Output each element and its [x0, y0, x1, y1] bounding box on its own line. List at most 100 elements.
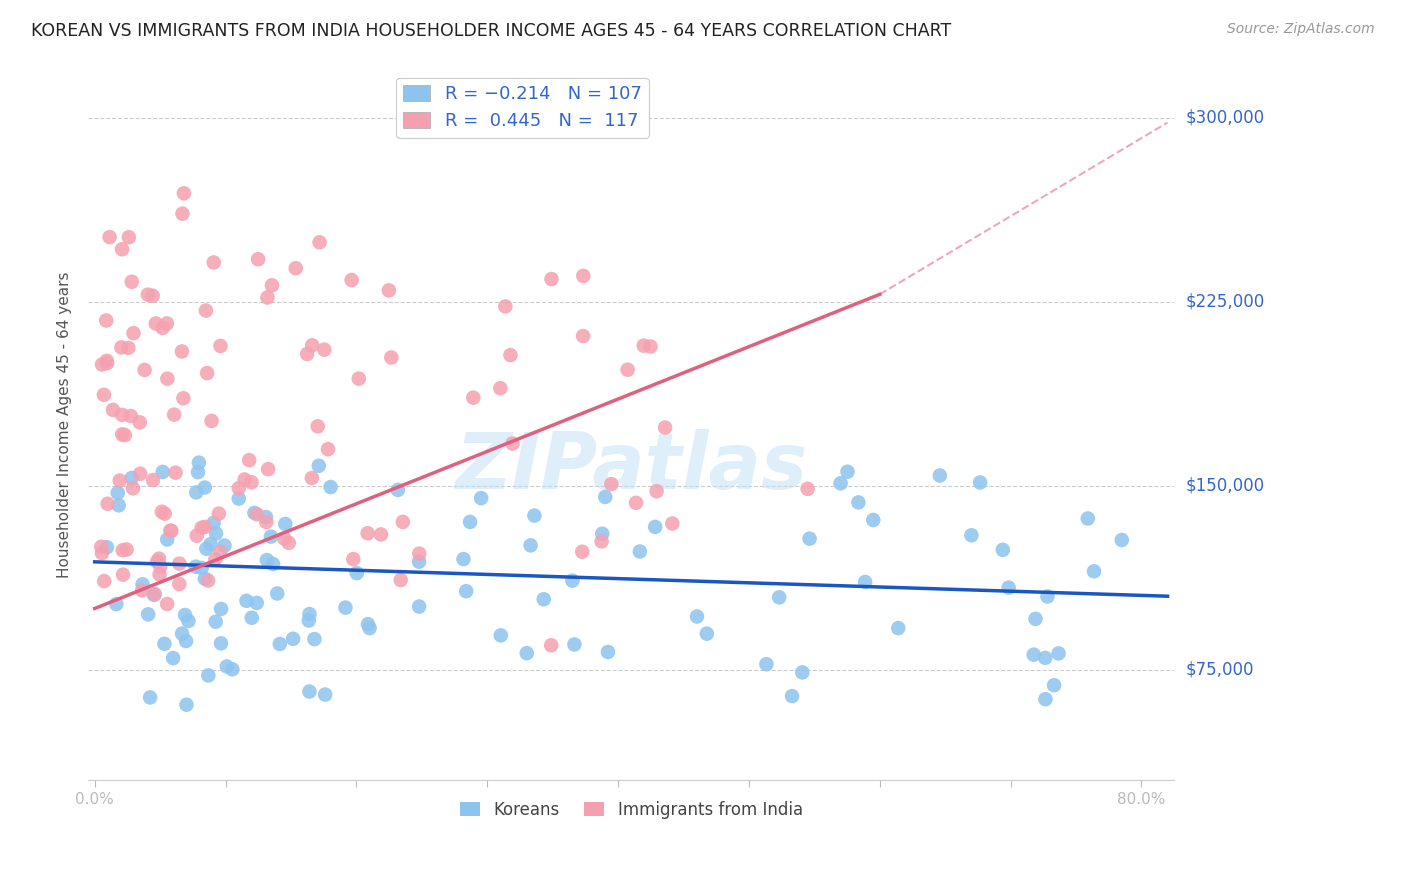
Point [96, 354, 118, 368]
Point [848, 495, 870, 509]
Point [408, 555, 430, 569]
Point [378, 284, 401, 298]
Point [357, 617, 380, 632]
Point [463, 391, 485, 405]
Point [214, 539, 236, 553]
Point [197, 574, 219, 588]
Point [314, 343, 336, 357]
Point [120, 409, 142, 423]
Point [170, 626, 193, 640]
Point [121, 471, 143, 485]
Point [145, 317, 167, 331]
Text: $300,000: $300,000 [1185, 109, 1264, 127]
Point [247, 252, 270, 267]
Point [489, 628, 512, 642]
Point [862, 513, 884, 527]
Point [139, 690, 162, 705]
Point [1035, 692, 1057, 706]
Point [122, 326, 145, 341]
Point [257, 462, 280, 476]
Point [110, 340, 132, 354]
Point [202, 255, 225, 269]
Point [308, 458, 330, 473]
Point [91, 358, 114, 372]
Point [837, 465, 859, 479]
Point [596, 645, 619, 659]
Point [194, 481, 217, 495]
Point [260, 530, 283, 544]
Point [142, 289, 165, 303]
Point [195, 541, 218, 556]
Point [600, 477, 623, 491]
Point [148, 551, 170, 566]
Point [298, 607, 321, 621]
Point [131, 583, 153, 598]
Point [136, 287, 159, 301]
Point [564, 637, 586, 651]
Point [571, 545, 593, 559]
Text: Source: ZipAtlas.com: Source: ZipAtlas.com [1227, 22, 1375, 37]
Point [540, 272, 562, 286]
Point [628, 544, 651, 558]
Point [96, 541, 118, 555]
Text: KOREAN VS IMMIGRANTS FROM INDIA HOUSEHOLDER INCOME AGES 45 - 64 YEARS CORRELATIO: KOREAN VS IMMIGRANTS FROM INDIA HOUSEHOL… [31, 22, 952, 40]
Point [228, 491, 250, 506]
Point [197, 668, 219, 682]
Point [118, 230, 141, 244]
Point [174, 607, 197, 622]
Point [356, 526, 378, 541]
Point [187, 456, 209, 470]
Point [204, 552, 226, 566]
Point [453, 552, 475, 566]
Point [561, 574, 583, 588]
Point [156, 317, 179, 331]
Point [830, 476, 852, 491]
Point [160, 524, 183, 538]
Point [90, 540, 112, 554]
Y-axis label: Householder Income Ages 45 - 64 years: Householder Income Ages 45 - 64 years [58, 271, 72, 578]
Point [616, 362, 638, 376]
Point [169, 577, 191, 591]
Point [111, 543, 134, 558]
Point [1083, 564, 1105, 578]
Point [260, 278, 283, 293]
Point [208, 507, 231, 521]
Point [215, 659, 238, 673]
Point [533, 592, 555, 607]
Point [105, 597, 128, 611]
Point [209, 339, 232, 353]
Point [591, 534, 613, 549]
Point [97, 497, 120, 511]
Point [174, 634, 197, 648]
Point [98, 230, 121, 244]
Point [190, 521, 212, 535]
Point [502, 436, 524, 450]
Point [221, 662, 243, 676]
Point [200, 414, 222, 428]
Text: ZIPatlas: ZIPatlas [456, 429, 807, 505]
Point [277, 536, 299, 550]
Point [274, 516, 297, 531]
Point [194, 572, 217, 586]
Point [304, 632, 326, 646]
Point [93, 388, 115, 402]
Point [163, 408, 186, 422]
Point [281, 632, 304, 646]
Point [523, 508, 546, 523]
Point [307, 419, 329, 434]
Point [173, 186, 195, 201]
Point [156, 533, 179, 547]
Point [111, 242, 134, 256]
Point [640, 339, 662, 353]
Point [246, 507, 269, 521]
Point [335, 600, 357, 615]
Point [190, 561, 212, 575]
Point [408, 599, 430, 614]
Point [887, 621, 910, 635]
Point [152, 465, 174, 479]
Point [107, 485, 129, 500]
Point [134, 363, 156, 377]
Point [107, 498, 129, 512]
Point [768, 591, 790, 605]
Point [346, 566, 368, 581]
